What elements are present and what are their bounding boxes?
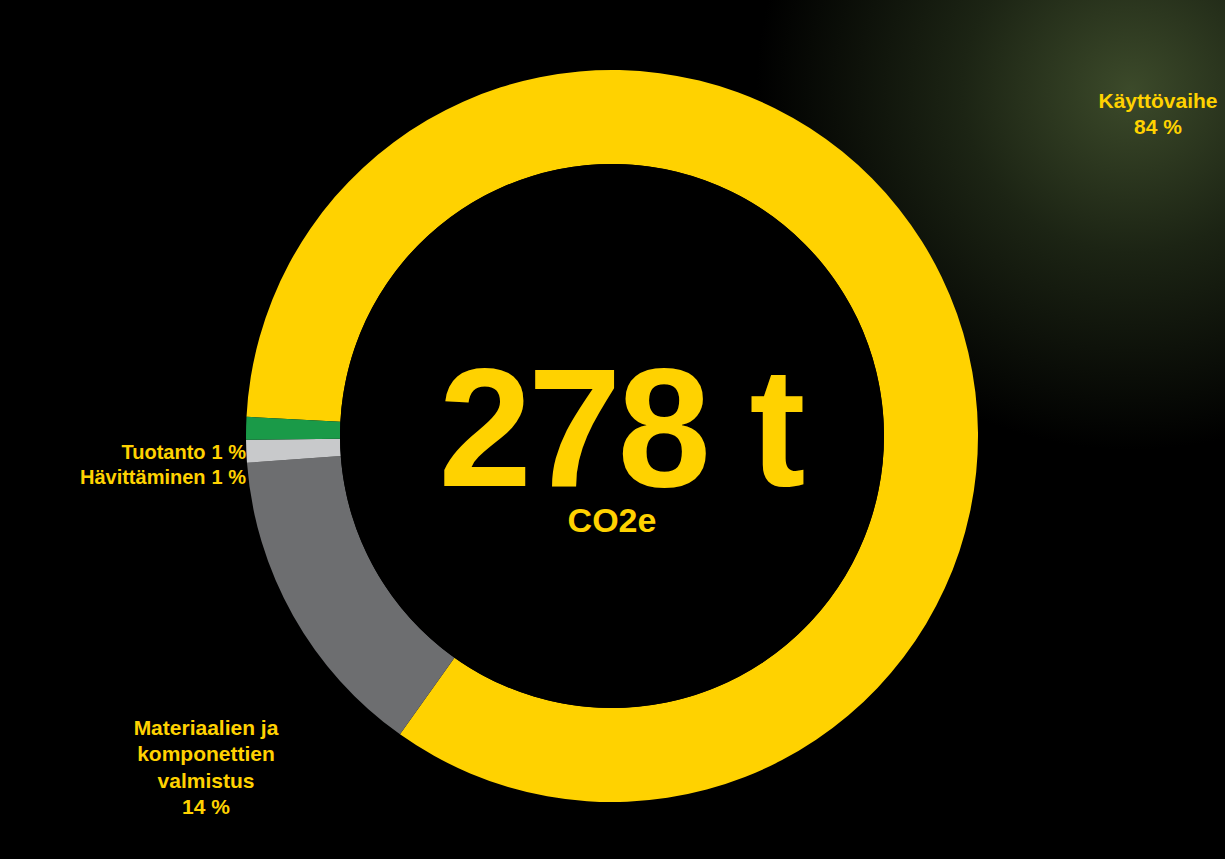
label-part: 84 % bbox=[1134, 115, 1182, 138]
donut-hole bbox=[340, 164, 884, 708]
donut-slice bbox=[247, 70, 978, 802]
donut-slice bbox=[246, 439, 341, 463]
label-part: 1 % bbox=[212, 466, 247, 488]
label-part: komponettien bbox=[137, 742, 275, 765]
background bbox=[0, 0, 1225, 859]
slice-label: Materiaalien ja komponettien valmistus 14 % bbox=[134, 716, 279, 818]
center-unit: CO2e bbox=[568, 501, 657, 539]
center-total: 278 t bbox=[439, 334, 804, 522]
slice-label: Tuotanto 1 % bbox=[121, 441, 246, 463]
label-part: Tuotanto bbox=[121, 441, 205, 463]
label-part: 14 % bbox=[182, 795, 230, 818]
slice-label: Käyttövaihe 84 % bbox=[1098, 89, 1217, 138]
donut bbox=[246, 70, 978, 802]
label-part: Hävittäminen bbox=[80, 466, 206, 488]
donut-slice bbox=[246, 417, 340, 440]
label-part: valmistus bbox=[158, 769, 255, 792]
label-part: Materiaalien ja bbox=[134, 716, 279, 739]
label-part: Käyttövaihe bbox=[1098, 89, 1217, 112]
label-part: 1 % bbox=[212, 441, 247, 463]
chart: 278 tCO2e Käyttövaihe 84 % Materiaalien ja k… bbox=[0, 0, 1225, 859]
slice-label: Hävittäminen 1 % bbox=[80, 466, 246, 488]
